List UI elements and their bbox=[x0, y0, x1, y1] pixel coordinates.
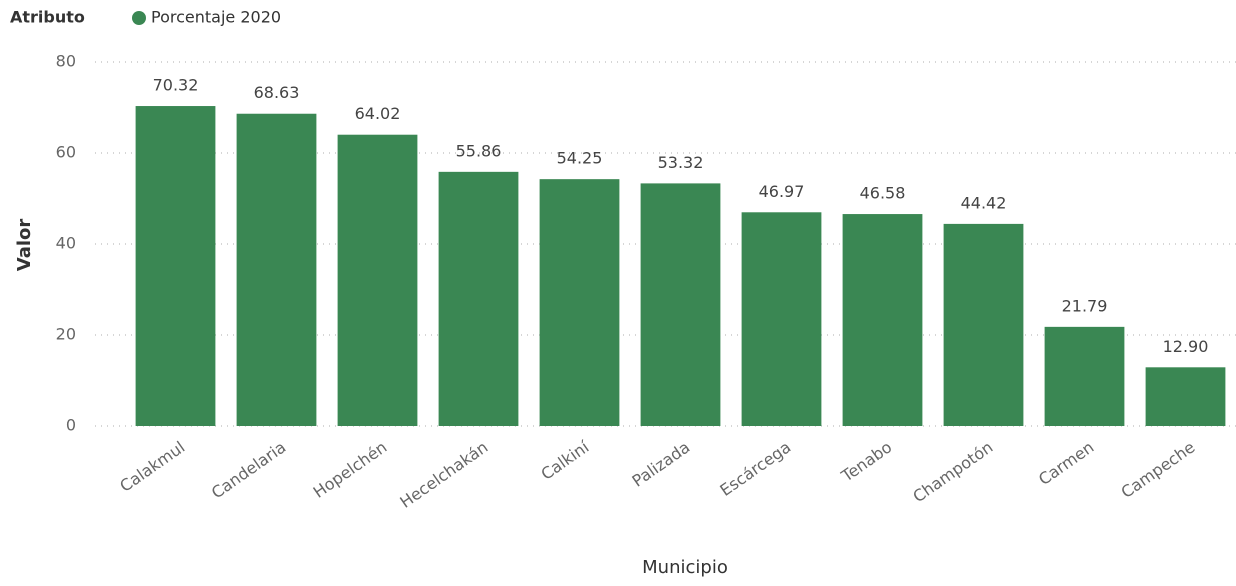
bar bbox=[842, 214, 923, 426]
bar bbox=[741, 212, 822, 426]
x-tick-label: Carmen bbox=[1035, 437, 1097, 489]
x-tick-label: Tenabo bbox=[837, 437, 895, 486]
data-label: 21.79 bbox=[1062, 296, 1108, 315]
x-tick-label: Candelaria bbox=[208, 437, 290, 502]
legend-swatch bbox=[132, 11, 146, 25]
data-label: 44.42 bbox=[961, 193, 1007, 212]
bar bbox=[539, 179, 620, 426]
x-tick-label: Calakmul bbox=[116, 437, 188, 495]
y-tick-label: 0 bbox=[66, 416, 76, 435]
data-label: 68.63 bbox=[254, 83, 300, 102]
data-label: 64.02 bbox=[355, 104, 401, 123]
y-tick-label: 40 bbox=[56, 234, 76, 253]
bar bbox=[1145, 367, 1226, 426]
data-label: 46.97 bbox=[759, 182, 805, 201]
data-label: 46.58 bbox=[860, 184, 906, 203]
x-tick-label: Hopelchén bbox=[310, 437, 391, 501]
y-tick-label: 80 bbox=[56, 52, 76, 71]
legend-label: Porcentaje 2020 bbox=[151, 8, 281, 27]
x-tick-label: Hecelchakán bbox=[396, 437, 491, 511]
bar bbox=[1044, 326, 1125, 426]
bar bbox=[640, 183, 721, 426]
y-axis-label: Valor bbox=[14, 219, 35, 272]
x-tick-label: Palizada bbox=[629, 437, 694, 490]
bar bbox=[943, 223, 1024, 426]
x-tick-label: Calkiní bbox=[537, 437, 592, 484]
data-label: 70.32 bbox=[153, 76, 199, 95]
y-tick-label: 60 bbox=[56, 143, 76, 162]
x-tick-label: Escárcega bbox=[716, 437, 794, 500]
data-label: 54.25 bbox=[557, 149, 603, 168]
x-axis-label: Municipio bbox=[642, 557, 728, 578]
bar bbox=[337, 134, 418, 427]
data-label: 12.90 bbox=[1163, 337, 1209, 356]
legend-title: Atributo bbox=[10, 8, 85, 27]
bar bbox=[135, 106, 216, 426]
y-tick-label: 20 bbox=[56, 325, 76, 344]
x-tick-label: Champotón bbox=[909, 437, 996, 506]
bar bbox=[438, 171, 519, 426]
data-label: 53.32 bbox=[658, 153, 704, 172]
data-label: 55.86 bbox=[456, 141, 502, 160]
bar bbox=[236, 113, 317, 427]
x-tick-label: Campeche bbox=[1118, 437, 1199, 502]
